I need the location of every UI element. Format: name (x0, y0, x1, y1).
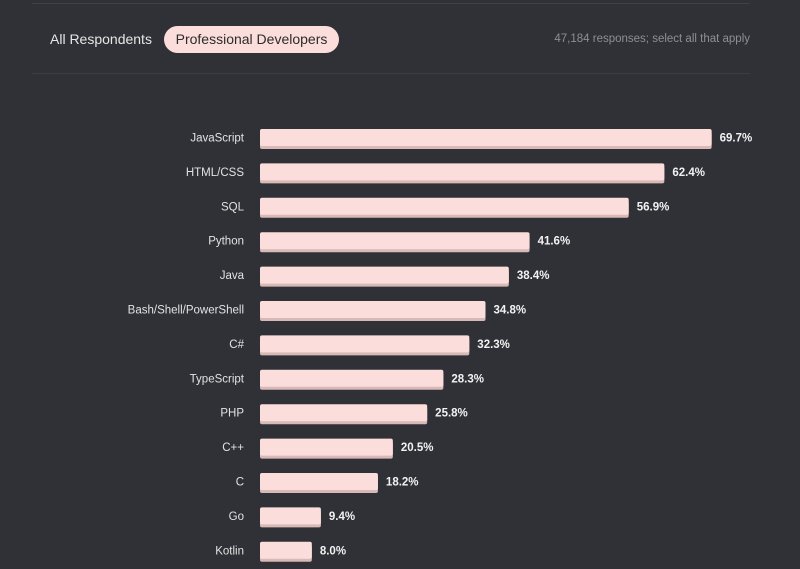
value-label: 41.6% (538, 236, 571, 248)
category-label: C# (229, 339, 244, 351)
value-label: 18.2% (386, 477, 419, 489)
bar[interactable] (260, 232, 530, 250)
tab-professional-developers[interactable]: Professional Developers (164, 26, 339, 53)
value-label: 56.9% (637, 201, 670, 213)
value-label: 34.8% (494, 305, 527, 317)
category-label: C (236, 477, 244, 489)
bar[interactable] (260, 369, 444, 387)
value-label: 8.0% (320, 545, 346, 557)
top-divider (32, 3, 750, 4)
bar[interactable] (260, 335, 470, 353)
value-label: 20.5% (401, 442, 434, 454)
category-label: Kotlin (215, 545, 244, 557)
value-label: 69.7% (720, 133, 753, 145)
category-label: PHP (220, 408, 244, 420)
category-label: Java (220, 270, 245, 282)
category-label: TypeScript (190, 373, 245, 385)
tab-all-respondents[interactable]: All Respondents (50, 31, 152, 47)
category-label: C++ (222, 442, 244, 454)
category-label: JavaScript (190, 133, 244, 145)
bar[interactable] (260, 507, 321, 525)
bar[interactable] (260, 541, 312, 559)
bar[interactable] (260, 301, 486, 318)
value-label: 62.4% (672, 167, 705, 179)
value-label: 28.3% (451, 373, 484, 385)
bar[interactable] (260, 438, 393, 456)
responses-note: 47,184 responses; select all that apply (554, 33, 750, 45)
category-label: HTML/CSS (186, 167, 244, 179)
bar[interactable] (260, 473, 378, 490)
value-label: 9.4% (329, 511, 355, 523)
value-label: 25.8% (435, 408, 468, 420)
category-label: Go (229, 511, 244, 523)
category-label: SQL (221, 201, 245, 213)
bar[interactable] (260, 197, 629, 215)
category-label: Bash/Shell/PowerShell (128, 305, 244, 317)
bar[interactable] (260, 129, 712, 146)
value-label: 32.3% (477, 339, 510, 351)
bar[interactable] (260, 404, 428, 422)
category-label: Python (208, 236, 244, 248)
bar[interactable] (260, 163, 665, 181)
bar[interactable] (260, 266, 509, 284)
value-label: 38.4% (517, 270, 550, 282)
header-divider (32, 73, 750, 74)
